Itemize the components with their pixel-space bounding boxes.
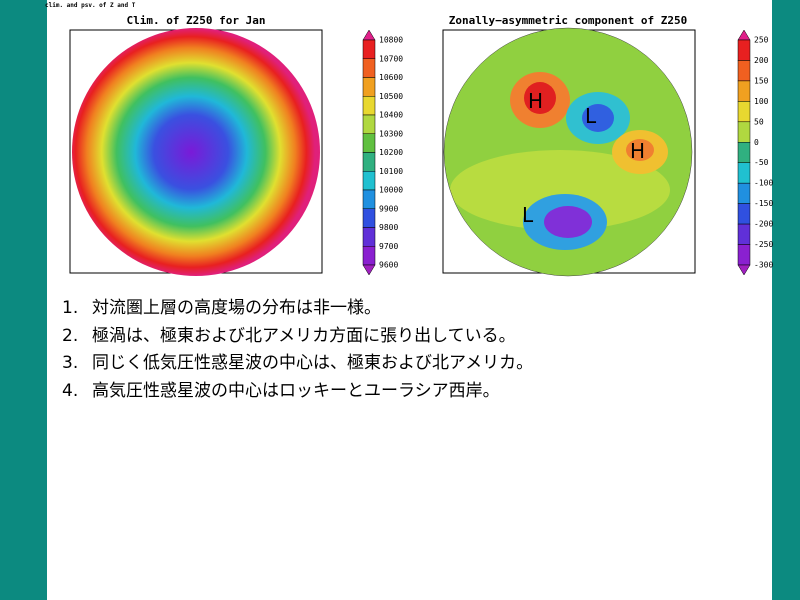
colorbar-segment [737,203,751,225]
list-text: 極渦は、極東および北アメリカ方面に張り出している。 [92,325,516,346]
colorbar-label: 10300 [379,129,403,138]
list-number: 4. [62,380,79,401]
colorbar-label: 200 [754,56,769,65]
colorbar-label: 10800 [379,36,403,45]
list-item: 4. 高気圧性惑星波の中心はロッキーとユーラシア西岸。 [62,376,500,401]
colorbar-segment [362,208,376,228]
colorbar-segment [737,101,751,123]
colorbar-segment [362,77,376,97]
colorbar-segment [362,189,376,209]
colorbar-label: 10000 [379,186,403,195]
colorbar-segment [737,244,751,266]
colorbar-label: -150 [754,199,773,208]
panel-title: Clim. of Z250 for Jan [126,14,265,27]
colorbar-segment [737,80,751,102]
map-label: L [585,104,597,128]
colorbar-label: -50 [754,158,769,167]
colorbar-segment [362,133,376,153]
colorbar-label: 10400 [379,111,403,120]
colorbar-label: 10100 [379,167,403,176]
list-text: 高気圧性惑星波の中心はロッキーとユーラシア西岸。 [92,380,500,401]
colorbar-label: 10600 [379,73,403,82]
colorbar-label: 100 [754,97,769,106]
colorbar-label: 9700 [379,242,398,251]
colorbar-label: -300 [754,261,773,270]
map-label: H [630,139,645,163]
colorbar-segment [737,60,751,82]
colorbar-segment [737,223,751,245]
colorbar-label: -100 [754,179,773,188]
colorbar-label: 9900 [379,204,398,213]
map-label: L [522,203,534,227]
colorbar-segment [362,114,376,134]
colorbar-label: -250 [754,240,773,249]
list-text: 対流圏上層の高度場の分布は非一様。 [92,298,381,318]
colorbar-label: 10500 [379,92,403,101]
colorbar-cap [362,29,376,41]
colorbar-segment [737,182,751,204]
map-label: H [528,89,543,113]
colorbar-cap [362,264,376,276]
colorbar-label: 250 [754,36,769,45]
colorbar-segment [737,142,751,163]
header: clim. and psv. of Z and T [45,2,136,9]
list-item: 3. 同じく低気圧性惑星波の中心は、極東および北アメリカ。 [62,348,533,373]
list-item: 1. 対流圏上層の高度場の分布は非一様。 [62,293,381,318]
list-number: 2. [62,325,79,346]
colorbar-label: 150 [754,76,769,85]
pressure-labels: H L H L [522,89,645,227]
colorbar-segment [362,227,376,247]
colorbar-label: 9800 [379,223,398,232]
list-number: 3. [62,353,79,373]
colorbar-label: 9600 [379,261,398,270]
colorbar-segment [362,171,376,191]
colorbar-label: 50 [754,117,764,126]
colorbar-segment [362,58,376,78]
list-number: 1. [62,298,79,318]
colorbar-label: 10200 [379,148,403,157]
colorbar-label: 10700 [379,54,403,63]
colorbar-label: -200 [754,220,773,229]
colorbar-segment [737,39,751,61]
list-item: 2. 極渦は、極東および北アメリカ方面に張り出している。 [62,321,516,346]
list-text: 同じく低気圧性惑星波の中心は、極東および北アメリカ。 [92,353,534,373]
colorbar-segment [362,246,376,266]
colorbar-segment [737,162,751,184]
panel-title: Zonally−asymmetric component of Z250 [449,14,687,27]
map-right [444,28,692,276]
colorbar-segment [362,96,376,116]
colorbar-segment [737,121,751,143]
colorbar-cap [737,29,751,41]
colorbar-cap [737,264,751,276]
colorbar-label: 0 [754,138,759,147]
colorbar-segment [362,39,376,59]
map-left [72,28,320,276]
colorbar-segment [362,152,376,172]
